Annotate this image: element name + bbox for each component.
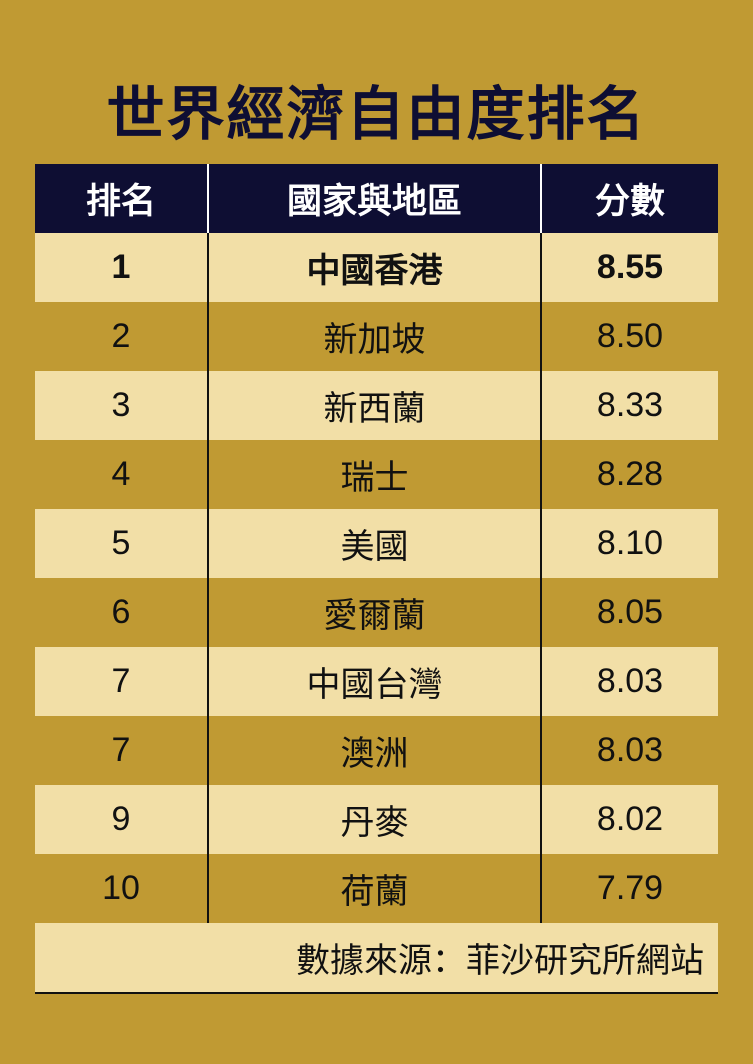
rank-cell: 7 [111,731,131,769]
source-note: 數據來源：菲沙研究所網站 [35,923,718,994]
rank-cell: 9 [35,785,208,854]
country-cell: 丹麥 [207,785,541,854]
header-score: 分數 [540,164,718,233]
score-cell: 8.10 [540,509,718,578]
table-row: 1 中國香港 8.55 [35,233,718,302]
score-cell: 8.05 [540,578,718,647]
header-rank: 排名 [35,164,208,233]
score-cell: 8.55 [540,233,718,302]
table-row: 6 愛爾蘭 8.05 [35,578,718,647]
table-row: 3 新西蘭 8.33 [35,371,718,440]
table-row: 4 瑞士 8.28 [35,440,718,509]
rank-cell: 6 [111,593,131,631]
country-cell: 中國香港 [207,233,541,302]
rank-cell: 1 [35,233,208,302]
score-cell: 8.50 [540,302,718,371]
rank-cell: 7 [35,647,208,716]
score-cell: 7.79 [540,854,718,923]
country-cell: 瑞士 [207,440,541,509]
score-cell: 8.03 [540,647,718,716]
score-cell: 8.03 [540,716,718,785]
table-row: 10 荷蘭 7.79 [35,854,718,923]
rank-cell: 5 [35,509,208,578]
ranking-table: 排名 國家與地區 分數 1 中國香港 8.55 2 新加坡 8.50 3 新西蘭 8.33 4 瑞士… [35,164,718,994]
table-row: 2 新加坡 8.50 [35,302,718,371]
rank-cell: 3 [35,371,208,440]
rank-cell: 2 [111,317,131,355]
source-row: 數據來源：菲沙研究所網站 [35,923,718,994]
page-title: 世界經濟自由度排名 [106,82,647,147]
table-row: 9 丹麥 8.02 [35,785,718,854]
country-cell: 中國台灣 [207,647,541,716]
score-cell: 8.33 [540,371,718,440]
country-cell: 荷蘭 [207,854,541,923]
score-cell: 8.02 [540,785,718,854]
country-cell: 澳洲 [207,716,541,785]
score-cell: 8.28 [540,440,718,509]
country-cell: 愛爾蘭 [207,578,541,647]
table-row: 7 澳洲 8.03 [35,716,718,785]
rank-cell: 10 [102,869,140,907]
country-cell: 美國 [207,509,541,578]
table-header: 排名 國家與地區 分數 [35,164,718,233]
table-row: 7 中國台灣 8.03 [35,647,718,716]
country-cell: 新加坡 [207,302,541,371]
country-cell: 新西蘭 [207,371,541,440]
table-row: 5 美國 8.10 [35,509,718,578]
rank-cell: 4 [111,455,131,493]
header-country: 國家與地區 [207,164,541,233]
